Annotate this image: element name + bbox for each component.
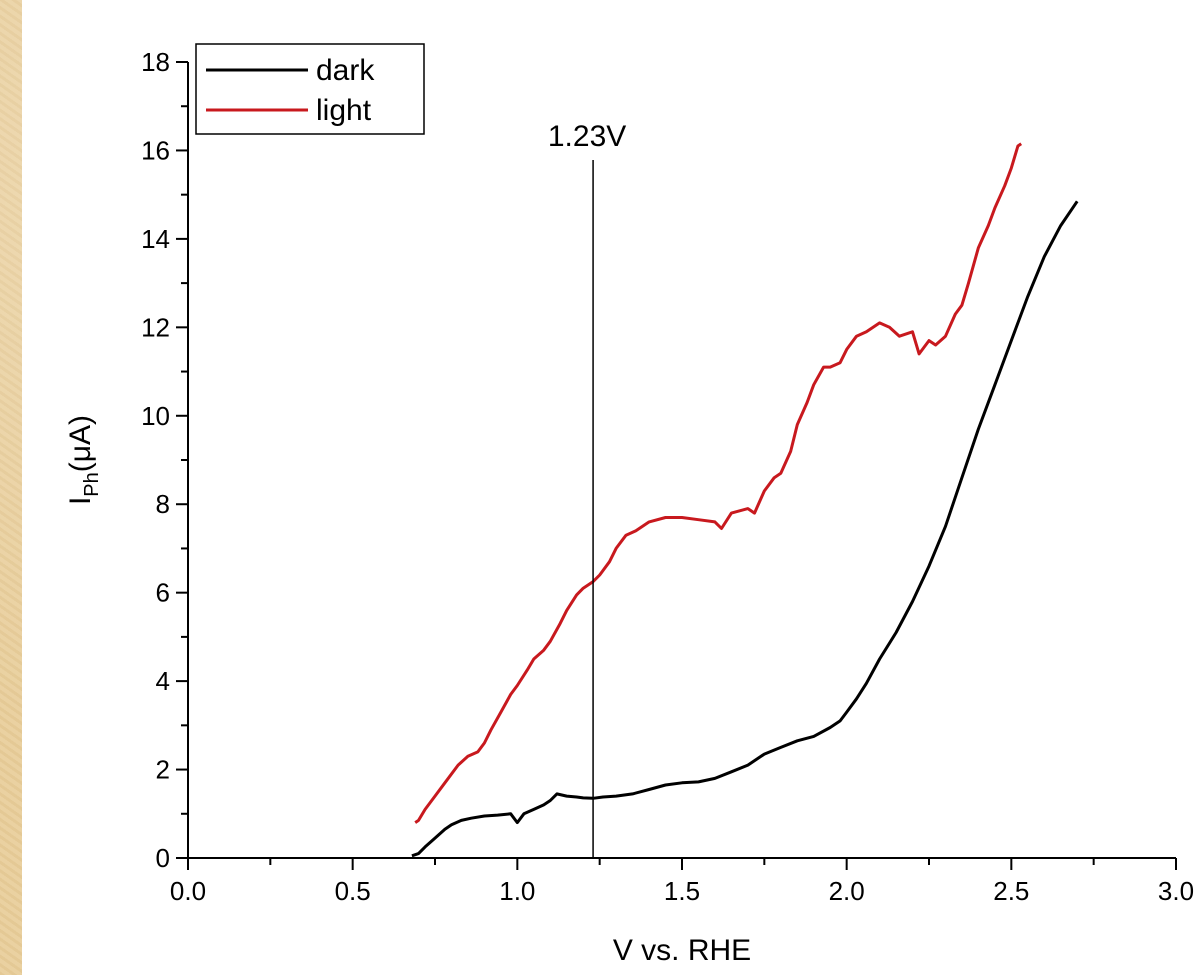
- series-line-light: [414, 142, 1023, 824]
- x-tick-label: 2.5: [993, 876, 1029, 906]
- y-tick-label: 8: [156, 489, 170, 519]
- y-axis-title-main: I: [64, 497, 97, 505]
- x-tick-label: 2.0: [829, 876, 865, 906]
- legend: dark light: [195, 43, 425, 135]
- y-tick-label: 12: [141, 312, 170, 342]
- x-tick-label: 1.0: [499, 876, 535, 906]
- y-tick-label: 16: [141, 135, 170, 165]
- y-tick-label: 2: [156, 755, 170, 785]
- series-layer: [411, 142, 1079, 858]
- x-tick-label: 0.5: [335, 876, 371, 906]
- x-tick-label: 1.5: [664, 876, 700, 906]
- vline-label: 1.23V: [548, 120, 626, 153]
- legend-label-dark: dark: [316, 54, 375, 87]
- y-tick-label: 6: [156, 578, 170, 608]
- y-axis-title: IPh(μA): [64, 415, 103, 505]
- y-tick-label: 14: [141, 224, 170, 254]
- x-axis-title: V vs. RHE: [613, 934, 751, 967]
- y-tick-label: 0: [156, 843, 170, 873]
- legend-box: [195, 43, 425, 135]
- x-tick-label: 0.0: [170, 876, 206, 906]
- y-tick-label: 4: [156, 666, 170, 696]
- y-axis-title-rest: (μA): [64, 415, 97, 472]
- y-tick-label: 18: [141, 47, 170, 77]
- chart-panel: 1.23V 0.0 0.5 1.0 1.5 2.0 2.5 3.0 0 2 4 6 8 10 12 14 16…: [22, 0, 1203, 975]
- series-line-dark: [411, 200, 1079, 858]
- y-tick-label: 10: [141, 401, 170, 431]
- y-axis-title-sub: Ph: [81, 472, 103, 496]
- x-tick-label: 3.0: [1158, 876, 1194, 906]
- legend-label-light: light: [316, 94, 372, 127]
- axes: 0.0 0.5 1.0 1.5 2.0 2.5 3.0 0 2 4 6 8 10 12 14 16 18: [141, 47, 1194, 906]
- chart: 1.23V 0.0 0.5 1.0 1.5 2.0 2.5 3.0 0 2 4 6 8 10 12 14 16…: [64, 43, 1194, 967]
